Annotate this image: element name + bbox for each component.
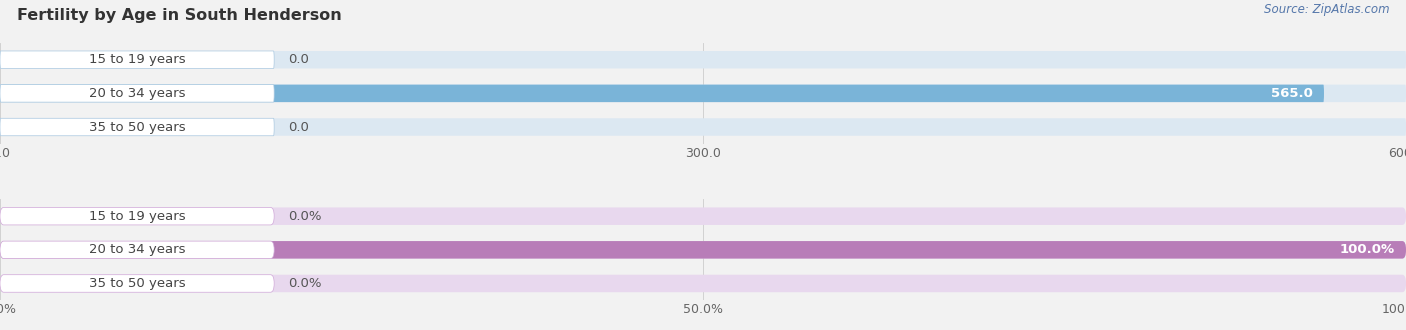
- Text: 15 to 19 years: 15 to 19 years: [89, 53, 186, 66]
- FancyBboxPatch shape: [0, 84, 274, 102]
- Text: 15 to 19 years: 15 to 19 years: [89, 210, 186, 223]
- Text: 20 to 34 years: 20 to 34 years: [89, 243, 186, 256]
- FancyBboxPatch shape: [0, 84, 1324, 102]
- FancyBboxPatch shape: [0, 84, 1406, 102]
- FancyBboxPatch shape: [0, 51, 1406, 68]
- Text: 20 to 34 years: 20 to 34 years: [89, 87, 186, 100]
- Text: 35 to 50 years: 35 to 50 years: [89, 120, 186, 134]
- FancyBboxPatch shape: [0, 118, 274, 136]
- Text: 0.0%: 0.0%: [288, 277, 322, 290]
- FancyBboxPatch shape: [0, 208, 274, 225]
- FancyBboxPatch shape: [0, 51, 274, 68]
- FancyBboxPatch shape: [0, 241, 274, 259]
- Text: 0.0%: 0.0%: [288, 210, 322, 223]
- Text: Source: ZipAtlas.com: Source: ZipAtlas.com: [1264, 3, 1389, 16]
- Text: 100.0%: 100.0%: [1340, 243, 1395, 256]
- FancyBboxPatch shape: [0, 208, 1406, 225]
- Text: 565.0: 565.0: [1271, 87, 1313, 100]
- FancyBboxPatch shape: [0, 118, 1406, 136]
- FancyBboxPatch shape: [0, 275, 1406, 292]
- Text: Fertility by Age in South Henderson: Fertility by Age in South Henderson: [17, 8, 342, 23]
- FancyBboxPatch shape: [0, 241, 1406, 259]
- FancyBboxPatch shape: [0, 275, 274, 292]
- Text: 0.0: 0.0: [288, 120, 309, 134]
- Text: 35 to 50 years: 35 to 50 years: [89, 277, 186, 290]
- Text: 0.0: 0.0: [288, 53, 309, 66]
- FancyBboxPatch shape: [0, 241, 1406, 259]
